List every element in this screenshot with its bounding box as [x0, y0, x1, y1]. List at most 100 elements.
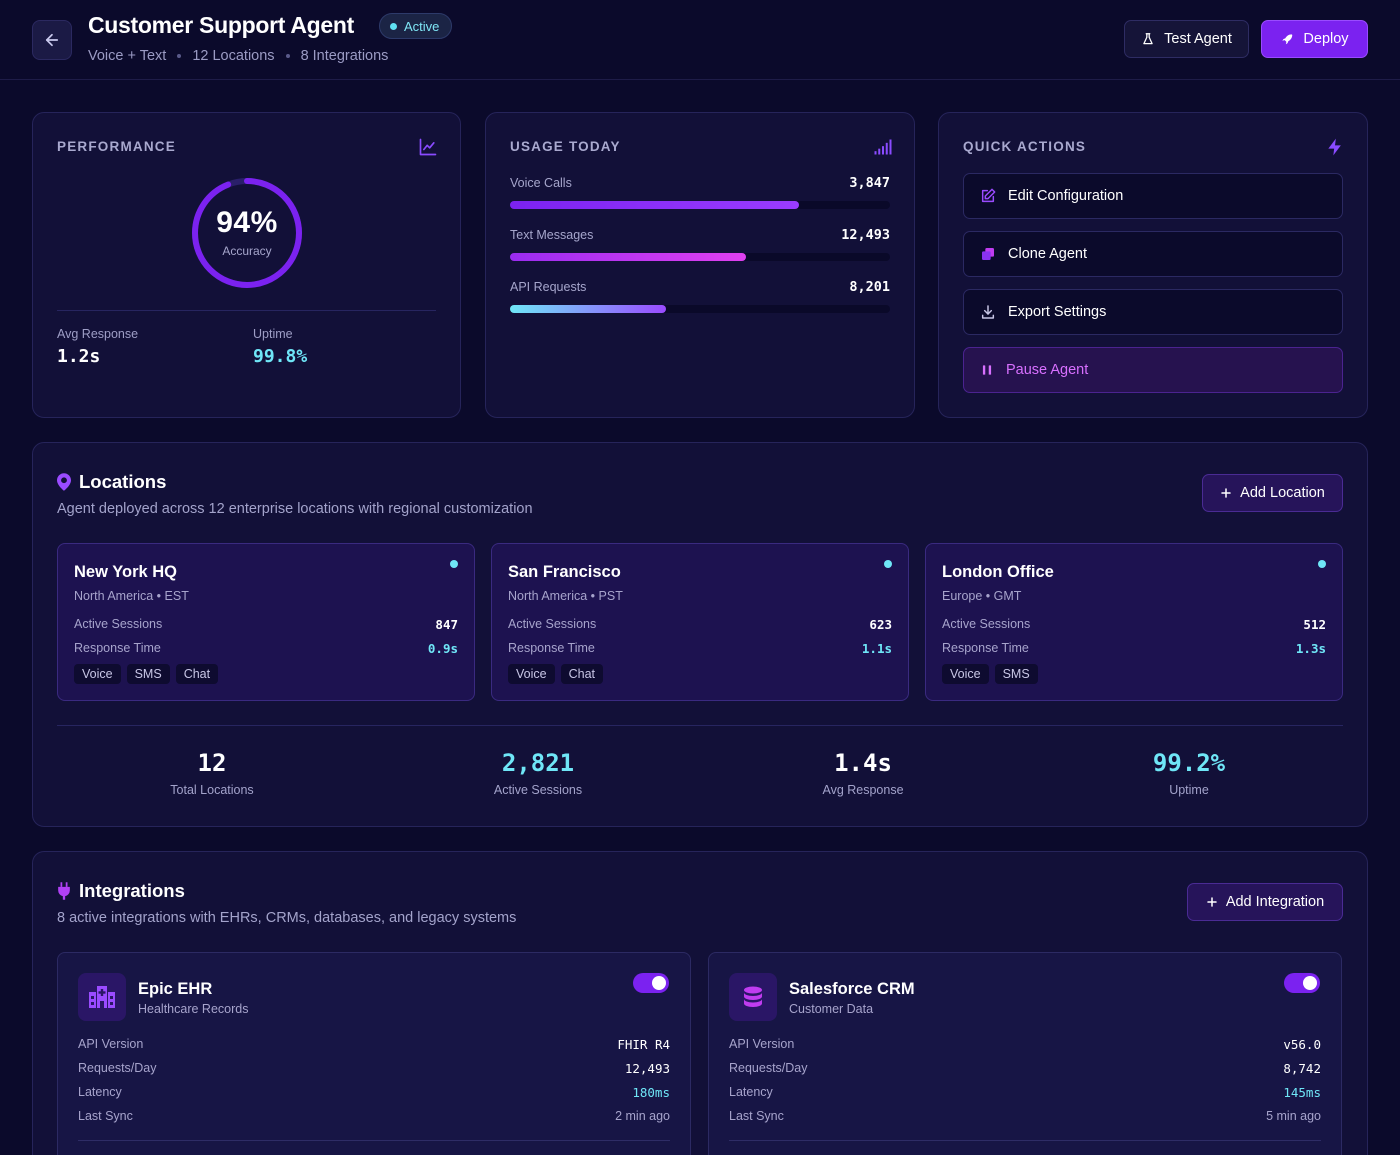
performance-label: PERFORMANCE: [57, 139, 176, 154]
meta-integrations: 8 Integrations: [300, 48, 389, 64]
add-location-label: Add Location: [1240, 485, 1325, 501]
requests-per-day-value: 12,493: [624, 1061, 670, 1076]
accuracy-ring-progress: [192, 178, 302, 288]
agent-meta: Voice + Text 12 Locations 8 Integrations: [88, 48, 388, 64]
usage-label: USAGE TODAY: [510, 139, 621, 154]
edit-configuration-button[interactable]: Edit Configuration: [963, 173, 1343, 219]
location-name: San Francisco: [508, 563, 621, 581]
last-sync-value: 2 min ago: [615, 1109, 670, 1123]
integration-card-salesforce-crm[interactable]: Salesforce CRM Customer Data API Version…: [708, 952, 1342, 1155]
location-region: North America • EST: [74, 589, 189, 603]
response-time-label: Response Time: [74, 641, 161, 655]
active-sessions-label: Active Sessions: [942, 617, 1031, 631]
integration-toggle[interactable]: [1284, 973, 1320, 993]
integration-icon-box: [729, 973, 777, 1021]
integration-name: Salesforce CRM: [789, 980, 915, 998]
summary-active-sessions: 2,821 Active Sessions: [383, 749, 693, 797]
hospital-icon: [89, 986, 115, 1008]
test-agent-button[interactable]: Test Agent: [1124, 20, 1249, 58]
requests-per-day-label: Requests/Day: [78, 1061, 157, 1075]
summary-label: Uptime: [1169, 783, 1209, 797]
rocket-icon: [1282, 34, 1293, 45]
meta-channels: Voice + Text: [88, 48, 167, 64]
location-region: Europe • GMT: [942, 589, 1022, 603]
export-settings-label: Export Settings: [1008, 304, 1107, 320]
add-integration-button[interactable]: Add Integration: [1187, 883, 1343, 921]
separator-dot: [285, 54, 290, 58]
add-location-button[interactable]: Add Location: [1202, 474, 1343, 512]
accuracy-value: 94%: [216, 206, 278, 239]
channel-tags: Voice SMS Chat: [74, 664, 219, 684]
avg-response-value: 1.2s: [57, 346, 101, 367]
integration-type: Customer Data: [789, 1002, 874, 1016]
integration-toggle[interactable]: [633, 973, 669, 993]
integration-icon-box: [78, 973, 126, 1021]
test-agent-label: Test Agent: [1164, 31, 1232, 47]
lightning-icon: [1328, 138, 1341, 156]
latency-label: Latency: [729, 1085, 773, 1099]
uptime-value: 99.8%: [253, 346, 308, 367]
performance-card: PERFORMANCE 94% Accuracy Avg Response 1.…: [32, 112, 461, 418]
export-settings-button[interactable]: Export Settings: [963, 289, 1343, 335]
tag-sms: SMS: [994, 664, 1038, 684]
plus-icon: [1207, 897, 1217, 907]
text-messages-bar: [510, 253, 890, 261]
tag-voice: Voice: [74, 664, 121, 684]
tag-sms: SMS: [126, 664, 170, 684]
latency-label: Latency: [78, 1085, 122, 1099]
last-sync-label: Last Sync: [78, 1109, 133, 1123]
page-header: Customer Support Agent Active Voice + Te…: [0, 0, 1400, 80]
latency-value: 145ms: [1283, 1085, 1321, 1100]
location-card-london[interactable]: London Office Europe • GMT Active Sessio…: [925, 543, 1343, 701]
location-region: North America • PST: [508, 589, 623, 603]
integration-divider: [729, 1140, 1321, 1141]
separator-dot: [177, 54, 182, 58]
plug-icon: [58, 882, 70, 900]
requests-per-day-label: Requests/Day: [729, 1061, 808, 1075]
status-dot: [390, 22, 397, 30]
latency-value: 180ms: [632, 1085, 670, 1100]
response-time-value: 1.3s: [1295, 641, 1326, 656]
accuracy-label: Accuracy: [222, 244, 272, 258]
arrow-left-icon: [45, 33, 59, 47]
chart-line-icon: [419, 138, 437, 156]
integrations-title-text: Integrations: [79, 880, 185, 901]
locations-title-text: Locations: [79, 471, 167, 492]
api-version-label: API Version: [78, 1037, 144, 1051]
download-icon: [981, 305, 995, 319]
integrations-section: Integrations 8 active integrations with …: [32, 851, 1368, 1155]
uptime-label: Uptime: [253, 327, 293, 341]
summary-total-locations: 12 Total Locations: [57, 749, 367, 797]
meta-locations: 12 Locations: [192, 48, 275, 64]
integrations-title: Integrations: [57, 880, 185, 902]
locations-title: Locations: [57, 471, 166, 493]
pause-agent-button[interactable]: Pause Agent: [963, 347, 1343, 393]
back-button[interactable]: [32, 20, 72, 60]
clone-agent-button[interactable]: Clone Agent: [963, 231, 1343, 277]
add-integration-label: Add Integration: [1225, 894, 1325, 910]
summary-avg-response: 1.4s Avg Response: [708, 749, 1018, 797]
location-status-dot: [884, 560, 892, 568]
integration-card-epic-ehr[interactable]: Epic EHR Healthcare Records API Version …: [57, 952, 691, 1155]
toggle-knob: [1303, 976, 1317, 990]
signal-bars-icon: [874, 139, 892, 155]
accuracy-ring: [192, 178, 302, 288]
quick-actions-label: QUICK ACTIONS: [963, 139, 1087, 154]
summary-value: 99.2%: [1152, 749, 1226, 777]
locations-divider: [57, 725, 1343, 726]
plus-icon: [1221, 488, 1231, 498]
locations-description: Agent deployed across 12 enterprise loca…: [57, 501, 533, 517]
integration-divider: [78, 1140, 670, 1141]
summary-label: Active Sessions: [493, 783, 583, 797]
page-title: Customer Support Agent: [88, 12, 354, 38]
location-card-new-york[interactable]: New York HQ North America • EST Active S…: [57, 543, 475, 701]
deploy-button[interactable]: Deploy: [1261, 20, 1368, 58]
location-card-san-francisco[interactable]: San Francisco North America • PST Active…: [491, 543, 909, 701]
integration-name: Epic EHR: [138, 980, 213, 998]
integrations-description: 8 active integrations with EHRs, CRMs, d…: [57, 910, 517, 926]
last-sync-value: 5 min ago: [1266, 1109, 1321, 1123]
api-version-value: FHIR R4: [617, 1037, 670, 1052]
active-sessions-value: 623: [869, 617, 892, 632]
response-time-label: Response Time: [942, 641, 1029, 655]
location-name: New York HQ: [74, 563, 178, 581]
